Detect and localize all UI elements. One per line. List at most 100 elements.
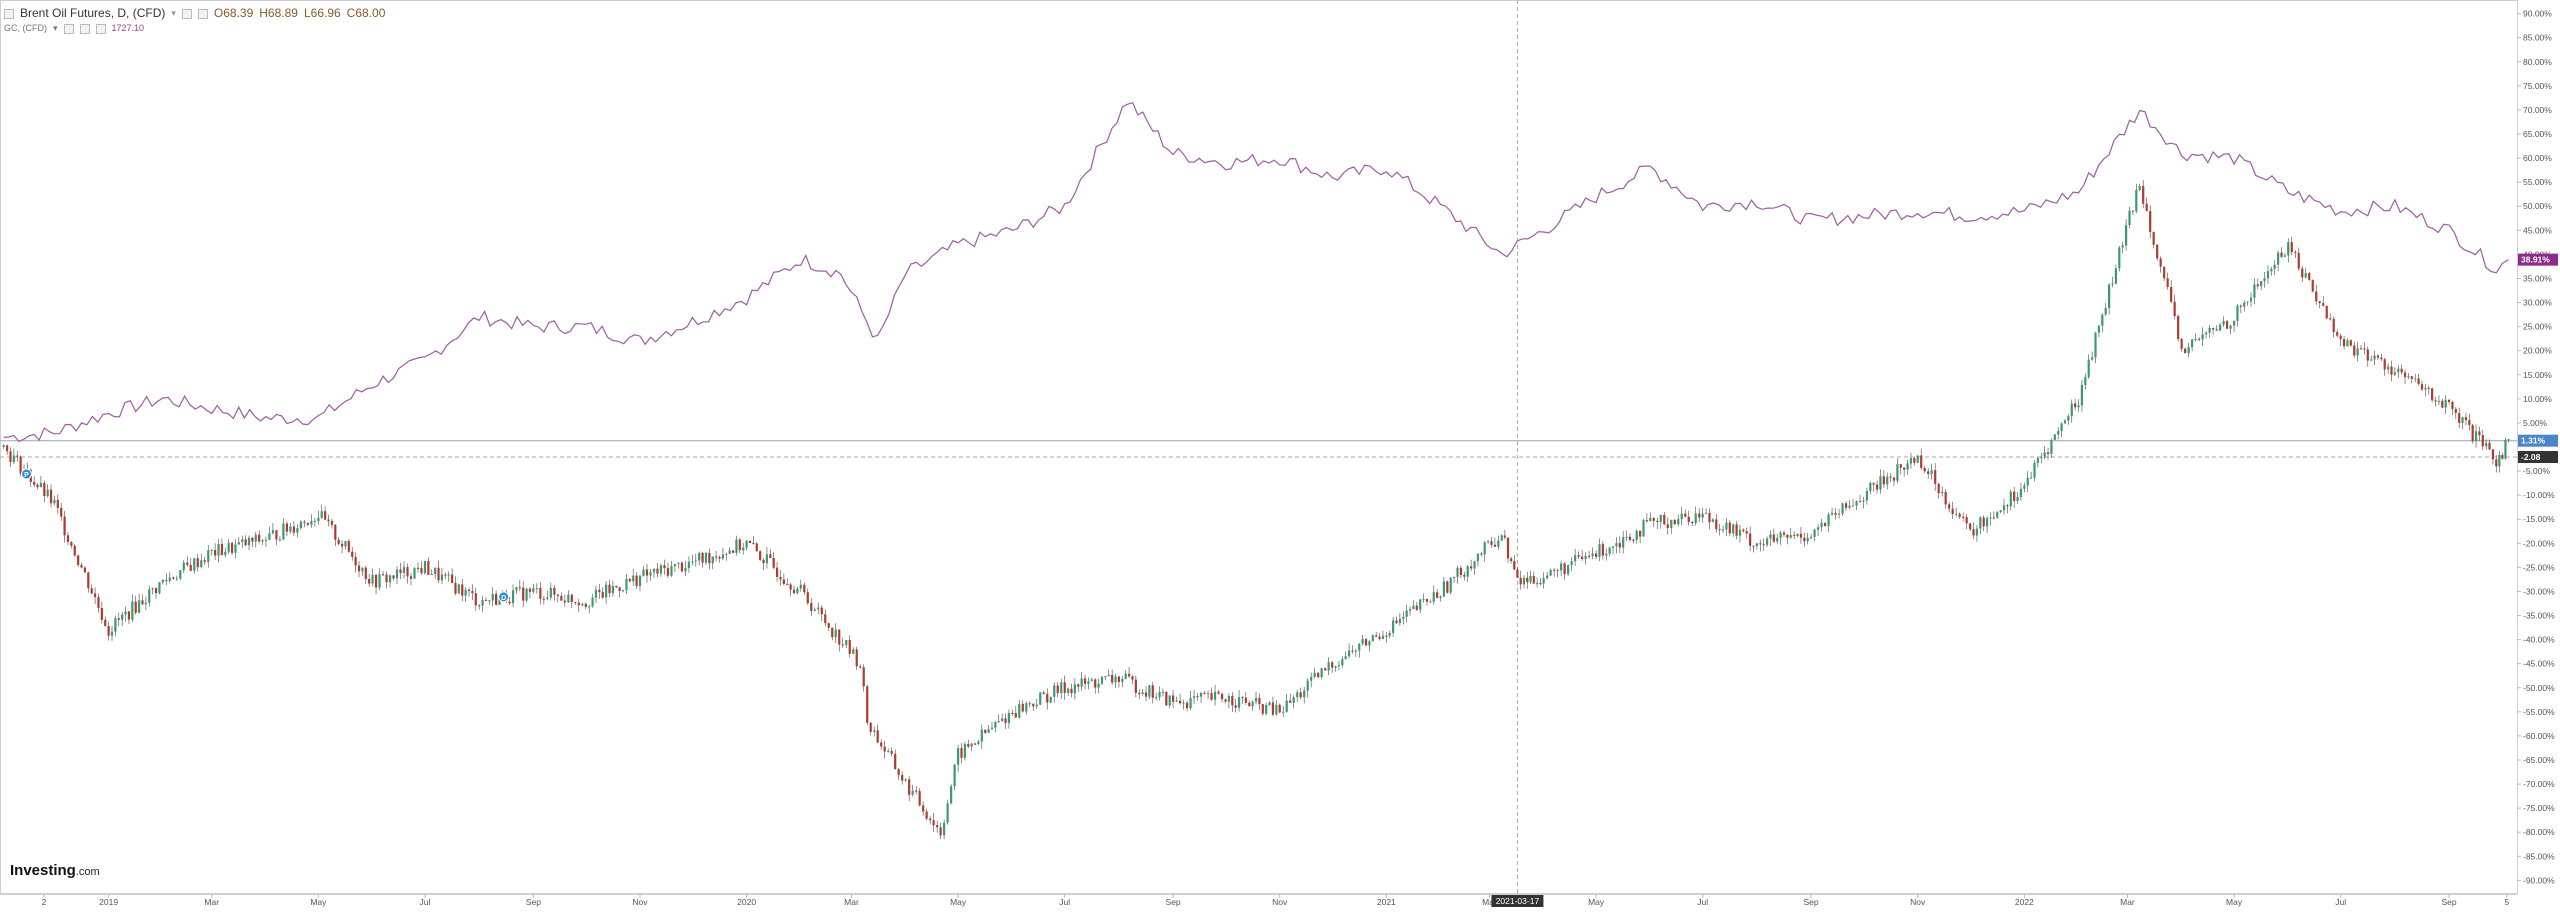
candle-body — [708, 553, 710, 563]
collapse-toggle-icon[interactable] — [4, 9, 14, 19]
candle-body — [940, 827, 942, 835]
candle-body — [214, 550, 216, 556]
candle-body — [2357, 348, 2359, 355]
candle-body — [2485, 443, 2487, 446]
candle-body — [1148, 685, 1150, 696]
candle-body — [389, 575, 391, 582]
candle-body — [2074, 404, 2076, 408]
candle-body — [2149, 211, 2151, 232]
candle-body — [2322, 303, 2324, 306]
brent-candle — [1642, 519, 1644, 537]
candle-body — [2216, 329, 2218, 330]
symbol-title[interactable]: Brent Oil Futures, D, (CFD) — [20, 6, 165, 21]
candle-body — [2507, 439, 2509, 440]
candle-body — [636, 576, 638, 587]
candle-body — [943, 823, 945, 836]
candle-body — [2236, 306, 2238, 321]
candle-body — [251, 538, 253, 542]
candle-body — [842, 645, 844, 646]
candle-body — [1314, 673, 1316, 677]
candle-body — [1152, 685, 1154, 698]
brent-candle — [1039, 692, 1041, 705]
candle-body — [2277, 253, 2279, 265]
crosshair-price-badge-label: -2.08 — [2521, 452, 2541, 462]
candle-body — [2191, 339, 2193, 347]
compare-symbol[interactable]: GC, (CFD) — [4, 21, 47, 36]
candle-body — [344, 541, 346, 547]
candle-body — [1722, 529, 1724, 530]
candle-body — [1553, 570, 1555, 571]
candle-body — [1422, 599, 1424, 600]
candle-body — [9, 451, 11, 462]
candle-body — [684, 568, 686, 571]
candle-body — [1409, 609, 1411, 611]
candle-body — [877, 730, 879, 742]
candle-body — [769, 554, 771, 558]
candle-body — [114, 618, 116, 631]
event-marker[interactable]: D — [499, 592, 509, 602]
candle-body — [2448, 400, 2450, 402]
candle-body — [2160, 258, 2162, 266]
chevron-down-icon[interactable]: ▾ — [171, 6, 176, 21]
candle-body — [783, 579, 785, 584]
legend-compare-row: GC, (CFD) ▾ 1727.10 — [4, 21, 391, 36]
settings-icon[interactable] — [182, 9, 192, 19]
candle-body — [261, 540, 263, 541]
event-marker[interactable]: P — [21, 469, 31, 479]
candle-body — [231, 543, 233, 553]
chevron-down-icon[interactable]: ▾ — [53, 21, 58, 36]
candle-body — [2010, 492, 2012, 507]
candle-body — [138, 600, 140, 612]
candle-body — [2353, 346, 2355, 356]
candle-body — [718, 557, 720, 558]
hide-icon[interactable] — [198, 9, 208, 19]
candle-body — [2475, 431, 2477, 441]
candle-body — [2267, 271, 2269, 278]
hide-icon[interactable] — [80, 24, 90, 34]
candle-body — [2263, 278, 2265, 281]
candle-body — [2301, 269, 2303, 278]
candle-body — [543, 599, 545, 600]
candle-body — [790, 584, 792, 589]
candle-body — [1382, 636, 1384, 639]
candle-body — [1334, 666, 1336, 668]
candle-body — [1845, 503, 1847, 508]
candle-body — [392, 575, 394, 578]
candle-body — [1310, 677, 1312, 681]
candle-body — [632, 576, 634, 582]
candle-body — [695, 561, 697, 562]
candle-body — [1890, 477, 1892, 478]
candle-body — [1258, 698, 1260, 704]
candle-body — [1303, 691, 1305, 698]
brand-name: Investing — [10, 862, 76, 879]
x-tick-label: Nov — [632, 897, 648, 907]
candle-body — [814, 609, 816, 610]
candle-body — [1101, 677, 1103, 684]
candle-body — [1104, 676, 1106, 677]
candle-body — [1317, 673, 1319, 677]
candle-body — [1214, 692, 1216, 700]
candle-body — [1883, 476, 1885, 484]
candle-body — [478, 605, 480, 606]
settings-icon[interactable] — [64, 24, 74, 34]
candle-body — [2247, 302, 2249, 303]
candle-body — [385, 575, 387, 583]
candle-body — [1480, 554, 1482, 555]
y-tick-label: -10.00% — [2523, 490, 2555, 500]
candle-body — [509, 602, 511, 604]
candle-body — [1111, 675, 1113, 682]
candle-body — [104, 620, 106, 626]
candle-body — [444, 575, 446, 576]
candle-body — [2037, 458, 2039, 463]
candle-body — [1433, 592, 1435, 601]
candle-body — [2280, 253, 2282, 257]
candle-body — [2428, 388, 2430, 389]
candle-body — [1008, 713, 1010, 723]
candle-body — [1663, 515, 1665, 524]
candle-body — [1625, 537, 1627, 538]
close-icon[interactable] — [96, 24, 106, 34]
y-tick-label: -55.00% — [2523, 707, 2555, 717]
candle-body — [1155, 697, 1157, 698]
